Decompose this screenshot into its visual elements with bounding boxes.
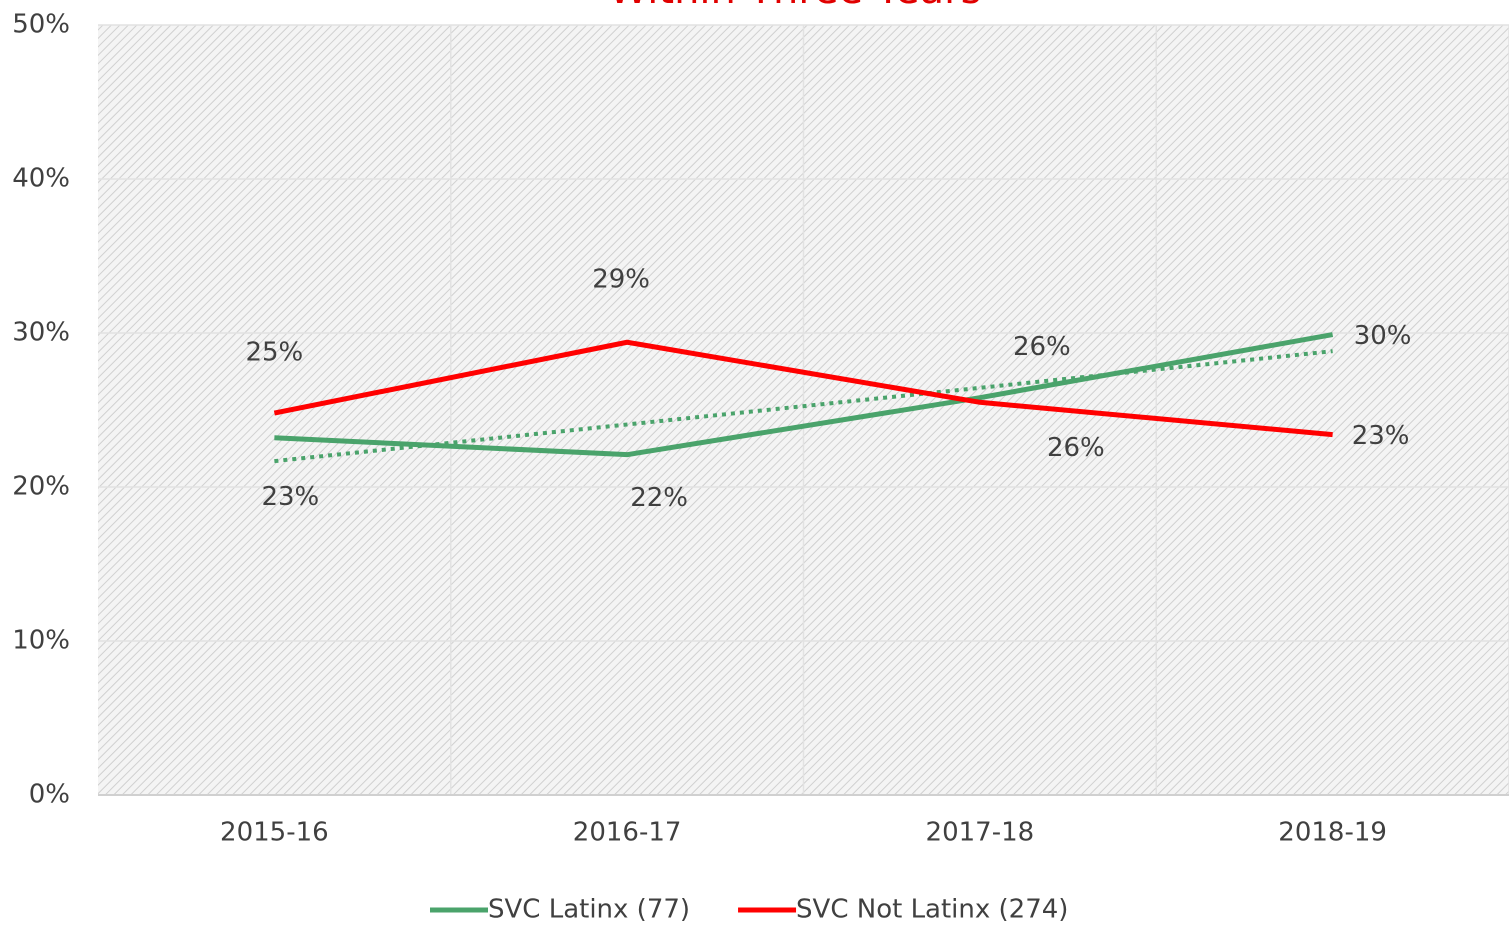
- data-label: 26%: [1013, 332, 1071, 362]
- y-tick-label: 0%: [29, 780, 70, 810]
- data-label: 22%: [630, 483, 688, 513]
- x-tick-label: 2018-19: [1278, 818, 1387, 848]
- series-line: [274, 332, 1334, 458]
- y-tick-label: 40%: [12, 164, 70, 194]
- data-label: 23%: [1352, 421, 1410, 451]
- chart-title: Within Three Years: [609, 0, 982, 13]
- trendline: [274, 349, 1333, 464]
- series-line: [273, 339, 1333, 438]
- y-tick-label: 20%: [12, 472, 70, 502]
- x-tick-label: 2016-17: [573, 818, 682, 848]
- data-label: 29%: [592, 265, 650, 295]
- legend-label: SVC Not Latinx (274): [796, 895, 1068, 925]
- y-tick-label: 30%: [12, 318, 70, 348]
- x-tick-label: 2017-18: [926, 818, 1035, 848]
- data-label: 26%: [1047, 433, 1105, 463]
- legend-label: SVC Latinx (77): [488, 895, 690, 925]
- y-tick-label: 50%: [12, 10, 70, 40]
- data-label: 25%: [245, 338, 303, 368]
- data-label: 23%: [261, 482, 319, 512]
- y-tick-label: 10%: [12, 626, 70, 656]
- data-label: 30%: [1354, 321, 1412, 351]
- x-tick-label: 2015-16: [220, 818, 329, 848]
